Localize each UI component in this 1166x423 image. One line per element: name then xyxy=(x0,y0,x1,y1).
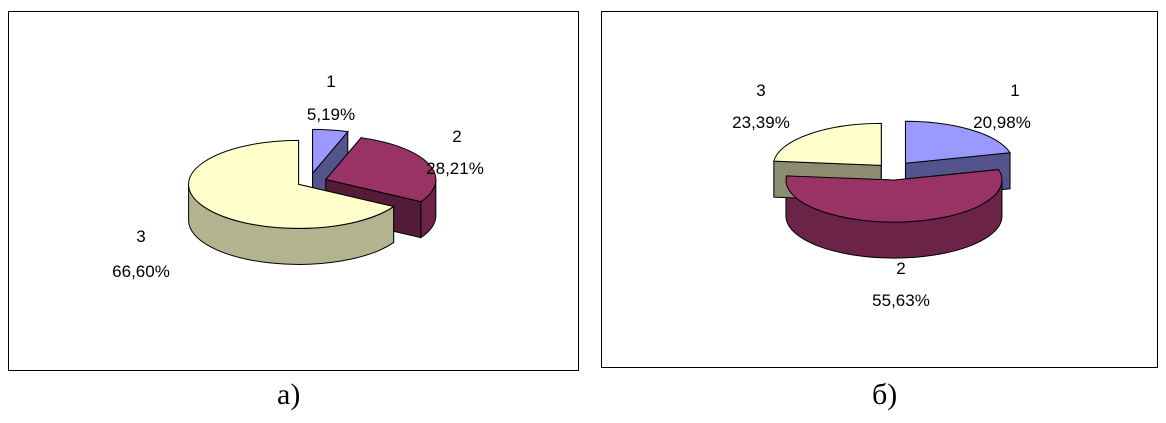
slice-label-category: 2 xyxy=(452,127,461,146)
pie-slice-2 xyxy=(324,137,437,203)
pie-slice-3 xyxy=(188,139,395,229)
slice-label-category: 2 xyxy=(896,259,905,278)
chart-a-area: 1 5,19% 2 28,21% 3 66,60% xyxy=(8,11,579,371)
chart-a-caption: а) xyxy=(277,378,301,411)
slice-label-value: 5,19% xyxy=(307,105,355,124)
slice-label-category: 1 xyxy=(1010,81,1019,100)
slice-label-value: 55,63% xyxy=(872,291,930,310)
pie-chart-b: 1 20,98% 2 55,63% 3 23,39% xyxy=(732,81,1031,310)
pie-chart-a: 1 5,19% 2 28,21% 3 66,60% xyxy=(112,72,484,281)
pie-slice-2 xyxy=(785,169,1003,223)
slice-label-value: 28,21% xyxy=(426,159,484,178)
slice-label-category: 1 xyxy=(326,72,335,91)
pie-slice-3 xyxy=(773,122,882,166)
chart-b-caption: б) xyxy=(872,378,898,411)
slice-label-value: 23,39% xyxy=(732,113,790,132)
chart-b-area: 1 20,98% 2 55,63% 3 23,39% xyxy=(601,11,1158,368)
slice-label-value: 20,98% xyxy=(973,113,1031,132)
pie-slice-1 xyxy=(904,120,1011,164)
slice-label-value: 66,60% xyxy=(112,262,170,281)
slice-label-category: 3 xyxy=(756,81,765,100)
slice-label-category: 3 xyxy=(136,227,145,246)
pie-slice-1 xyxy=(312,128,349,175)
